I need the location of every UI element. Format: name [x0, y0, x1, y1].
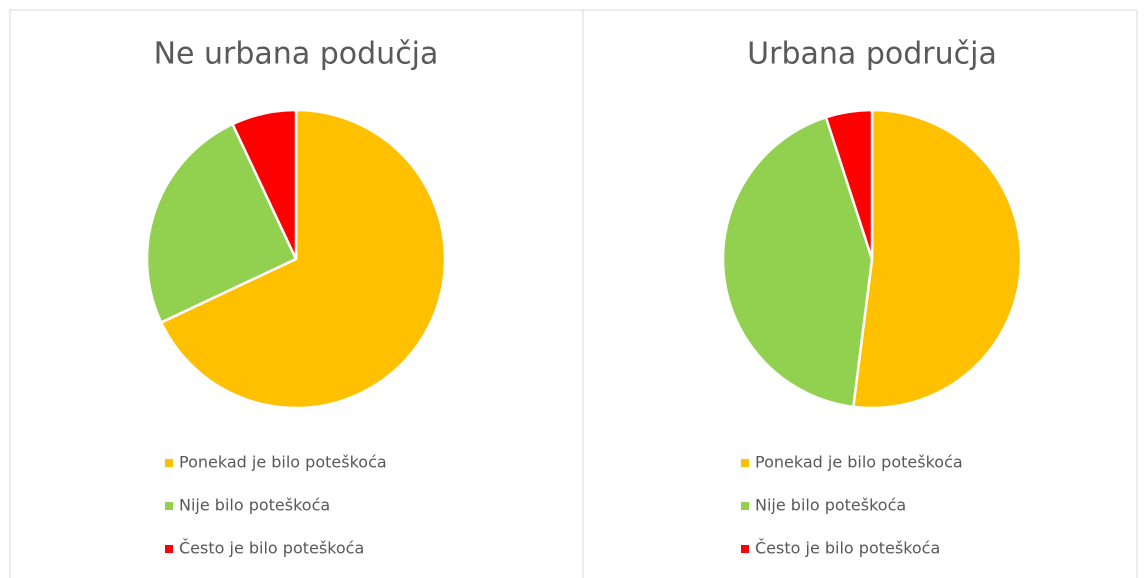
legend-swatch: [741, 502, 749, 510]
legend-label: Nije bilo poteškoća: [179, 496, 330, 515]
pie-slice: [824, 108, 874, 260]
pie-slice: [145, 122, 298, 325]
chart-title: Ne urbana podučja: [154, 37, 439, 72]
legend-swatch: [165, 459, 173, 467]
legend-label: Često je bilo poteškoća: [755, 539, 940, 558]
pie-slice: [851, 108, 1023, 410]
legend-swatch: [165, 545, 173, 553]
legend-swatch: [741, 459, 749, 467]
legend-label: Ponekad je bilo poteškoća: [755, 453, 963, 472]
legend-label: Ponekad je bilo poteškoća: [179, 453, 387, 472]
pie-slice: [159, 108, 447, 410]
legend-label: Nije bilo poteškoća: [755, 496, 906, 515]
legend-swatch: [741, 545, 749, 553]
pie-slice: [230, 108, 298, 260]
legend-label: Često je bilo poteškoća: [179, 539, 364, 558]
chart-title: Urbana područja: [747, 37, 997, 72]
pie-slice: [721, 115, 874, 409]
legend-swatch: [165, 502, 173, 510]
